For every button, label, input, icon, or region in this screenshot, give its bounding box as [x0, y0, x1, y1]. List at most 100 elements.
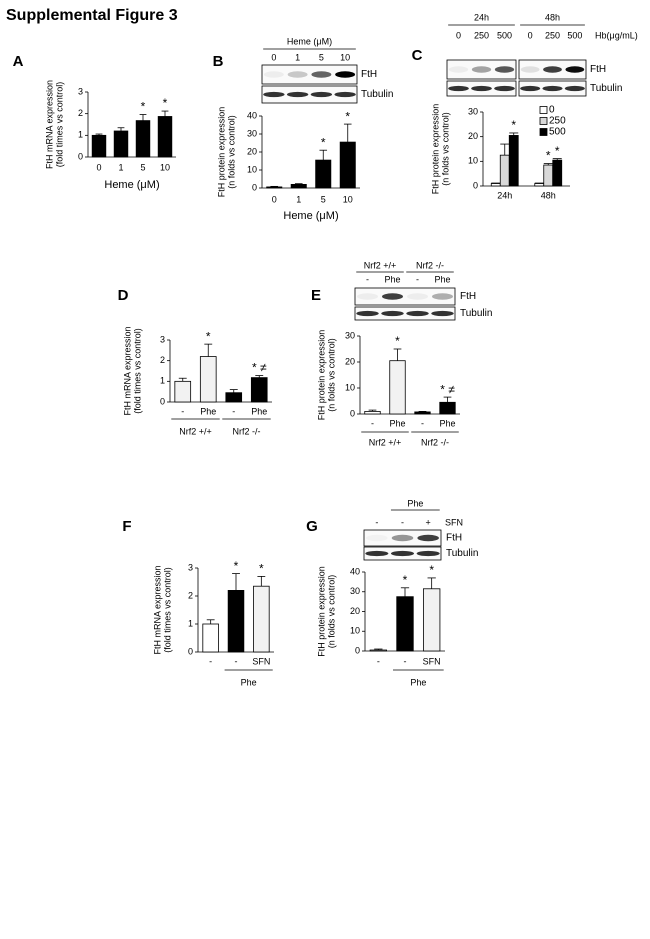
panel-letter: C	[412, 47, 423, 64]
lane-label: 5	[319, 52, 324, 62]
significance-mark: *	[321, 135, 326, 149]
y-tick-label: 0	[355, 645, 360, 655]
x-tick-label: -	[209, 656, 212, 666]
bar	[199, 356, 217, 403]
blot-frame	[363, 529, 442, 547]
blot-band	[431, 310, 454, 317]
bar	[396, 596, 414, 652]
y-axis-label: (fold times vs control)	[132, 328, 142, 414]
band-label: Tubulin	[460, 308, 492, 319]
x-tick-label: 1	[296, 194, 301, 204]
blot-band	[311, 71, 332, 78]
group-label: Nrf2 +/+	[179, 426, 212, 436]
lane-label: 0	[456, 30, 461, 40]
y-tick-label: 30	[345, 330, 355, 340]
lane-label: Phe	[434, 274, 450, 284]
bar	[364, 410, 381, 415]
blot-band	[356, 310, 379, 317]
x-tick-label: 48h	[541, 190, 556, 200]
blot-frame	[354, 306, 456, 321]
lane-label: 500	[497, 30, 512, 40]
y-tick-label: 3	[78, 86, 83, 96]
blot-band	[335, 71, 356, 78]
legend-label: 500	[549, 127, 566, 138]
bar	[135, 120, 151, 158]
x-tick-label: 0	[272, 194, 277, 204]
bar	[253, 585, 270, 653]
blot-band	[542, 85, 563, 92]
y-tick-label: 30	[468, 106, 478, 116]
y-axis-label: (n folds vs control)	[326, 338, 336, 412]
y-tick-label: 1	[78, 130, 83, 140]
y-tick-label: 20	[350, 606, 360, 616]
x-tick-label: Phe	[251, 406, 267, 416]
y-tick-label: 40	[350, 566, 360, 576]
y-tick-label: 0	[160, 396, 165, 406]
bar	[534, 183, 545, 187]
band-label: FtH	[460, 291, 476, 302]
blot-band	[416, 550, 440, 557]
bar	[552, 159, 563, 187]
blot-band	[382, 293, 403, 300]
band-label: Tubulin	[446, 548, 478, 559]
x-tick-label: -	[377, 656, 380, 666]
bar	[227, 590, 245, 653]
blot-band	[407, 293, 428, 300]
significance-mark: *	[234, 559, 239, 573]
y-axis-label: FtH protein expression	[216, 107, 226, 198]
x-tick-label: Phe	[389, 418, 405, 428]
significance-mark: * ≠	[252, 361, 267, 375]
blot-band	[390, 550, 415, 557]
bar	[157, 116, 173, 158]
x-tick-label: 5	[140, 162, 145, 172]
bar	[414, 411, 431, 415]
blot-frame	[261, 85, 358, 104]
lane-label: 500	[567, 30, 582, 40]
bar	[490, 183, 501, 187]
y-axis-label: FtH protein expression	[316, 566, 326, 657]
blot-band	[286, 91, 309, 98]
bar	[225, 392, 243, 403]
x-tick-label: 10	[160, 162, 170, 172]
panel-letter: E	[311, 287, 321, 304]
blot-band	[417, 534, 439, 542]
lane-label-title: Hb(μg/mL)	[595, 30, 638, 40]
blot-band	[520, 66, 540, 73]
x-tick-label: Phe	[439, 418, 455, 428]
lane-label: 0	[271, 52, 276, 62]
y-tick-label: 30	[350, 586, 360, 596]
bar	[339, 141, 356, 189]
band-label: Tubulin	[361, 89, 393, 100]
x-tick-label: 10	[343, 194, 353, 204]
panel-letter: F	[122, 518, 131, 535]
y-tick-label: 20	[468, 131, 478, 141]
x-tick-label: 24h	[497, 190, 512, 200]
significance-mark: *	[429, 563, 434, 577]
blot-band	[565, 66, 585, 73]
group-label: Nrf2 -/-	[421, 437, 449, 447]
significance-mark: *	[206, 329, 211, 343]
y-axis-label: (fold times vs control)	[162, 567, 172, 653]
x-tick-label: 1	[118, 162, 123, 172]
y-tick-label: 0	[188, 646, 193, 656]
bar	[113, 130, 129, 158]
significance-mark: *	[546, 149, 551, 163]
lane-label: 1	[295, 52, 300, 62]
y-tick-label: 0	[473, 180, 478, 190]
panel-letter: G	[306, 518, 318, 535]
lane-label-title: SFN	[445, 517, 463, 527]
blot-band	[334, 91, 356, 98]
significance-mark: *	[163, 96, 168, 110]
x-tick-label: Phe	[200, 406, 216, 416]
blot-band	[406, 310, 429, 317]
y-axis-label: (fold times vs control)	[54, 82, 64, 168]
x-tick-label: SFN	[423, 656, 441, 666]
significance-mark: * ≠	[440, 382, 455, 396]
y-tick-label: 10	[345, 382, 355, 392]
panel-letter: A	[13, 53, 24, 70]
y-tick-label: 0	[78, 151, 83, 161]
blot-band	[471, 66, 492, 73]
blot-frame	[446, 59, 517, 80]
x-tick-label: -	[181, 406, 184, 416]
band-label: FtH	[590, 64, 606, 75]
